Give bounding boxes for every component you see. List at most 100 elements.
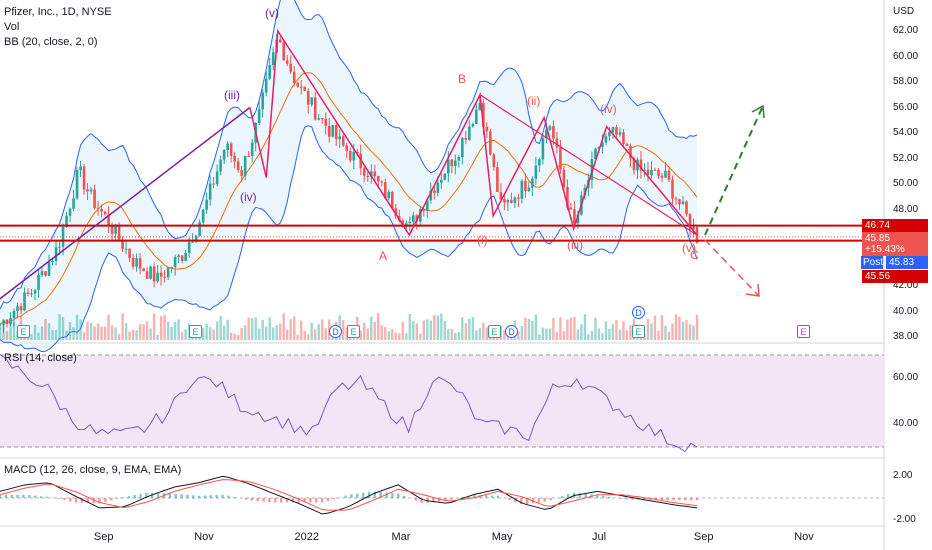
candle-body: [411, 215, 415, 222]
volume-bar: [293, 316, 296, 340]
volume-bar: [286, 329, 289, 340]
price-tick-label: 54.00: [893, 127, 919, 138]
volume-bar: [587, 334, 590, 340]
candle-body: [16, 306, 19, 311]
volume-bar: [128, 331, 131, 340]
macd-histogram-bar: [514, 498, 517, 503]
volume-bar: [576, 329, 580, 340]
candle-body: [489, 131, 492, 155]
volume-bar: [681, 321, 685, 340]
candle-body: [345, 145, 349, 151]
macd-histogram-bar: [443, 498, 447, 501]
candle-body: [93, 189, 96, 209]
candle-body: [419, 209, 422, 222]
volume-bar: [342, 320, 345, 340]
volume-bar: [394, 332, 397, 340]
candle-body: [100, 208, 103, 212]
volume-bar: [282, 313, 285, 340]
candle-body: [103, 211, 107, 215]
time-tick-label: Mar: [391, 531, 411, 543]
candle-body: [250, 142, 254, 157]
volume-bar: [422, 320, 426, 340]
volume-bar: [384, 327, 387, 340]
volume-bar: [236, 334, 240, 340]
volume-bar: [548, 328, 552, 340]
candle-body: [229, 143, 233, 156]
macd-histogram-bar: [473, 494, 476, 498]
candle-body: [177, 255, 180, 258]
macd-histogram-bar: [256, 498, 259, 501]
candle-body: [9, 318, 12, 324]
volume-bar: [517, 331, 520, 340]
earnings-icon: E: [347, 325, 360, 338]
macd-histogram-bar: [80, 498, 84, 503]
volume-bar: [240, 327, 243, 340]
volume-bar: [387, 331, 390, 340]
macd-histogram-bar: [420, 498, 423, 503]
macd-histogram-bar: [244, 498, 248, 500]
volume-bar: [485, 327, 489, 340]
candle-body: [131, 258, 135, 267]
macd-line: [0, 475, 698, 515]
candle-body: [415, 215, 419, 222]
candle-body: [380, 181, 384, 183]
macd-histogram-bar: [28, 495, 31, 498]
volume-bar: [695, 314, 699, 340]
candle-body: [44, 271, 47, 276]
volume-bar: [660, 315, 664, 340]
volume-bar: [173, 321, 177, 340]
volume-bar: [33, 324, 37, 340]
macd-histogram-bar: [233, 496, 236, 498]
candle-body: [198, 222, 201, 236]
macd-histogram-bar: [215, 495, 218, 498]
candle-body: [142, 268, 145, 272]
volume-bar: [594, 317, 597, 340]
candle-body: [12, 310, 16, 319]
macd-histogram-bar: [197, 495, 201, 498]
candle-body: [30, 293, 33, 295]
price-tick-label: 50.00: [893, 178, 919, 189]
candle-body: [233, 155, 236, 162]
candle-body: [499, 191, 503, 200]
candle-body: [156, 272, 159, 282]
macd-histogram-bar: [338, 497, 341, 498]
post-price-tag: 45.83: [886, 256, 928, 269]
candle-body: [285, 60, 289, 64]
volume-bar: [685, 319, 688, 340]
price-tick-label: 62.00: [893, 25, 919, 36]
volume-bar: [201, 328, 205, 340]
candle-body: [5, 319, 9, 324]
earnings-icon: E: [189, 325, 202, 338]
candle-body: [40, 271, 44, 275]
candle-body: [201, 209, 205, 223]
macd-signal-line: [0, 479, 698, 511]
candle-body: [124, 248, 128, 250]
candle-body: [355, 151, 359, 154]
candle-body: [138, 258, 142, 269]
volume-bar: [464, 323, 468, 340]
candle-body: [622, 132, 625, 144]
price-tick-label: 52.00: [893, 152, 919, 164]
macd-histogram-bar: [145, 493, 148, 498]
candle-body: [299, 86, 303, 88]
volume-bar: [359, 330, 362, 340]
bull-arrowhead: [751, 104, 765, 119]
price-tick-label: 60.00: [893, 50, 919, 62]
volume-bar: [370, 316, 373, 340]
candle-body: [121, 239, 124, 249]
volume-bar: [138, 324, 142, 340]
candle-body: [331, 125, 335, 137]
volume-bar: [257, 328, 261, 340]
macd-histogram-bar: [303, 498, 306, 503]
candle-body: [632, 158, 636, 171]
candle-body: [369, 171, 373, 177]
macd-histogram-bar: [168, 493, 172, 498]
candle-body: [559, 147, 562, 170]
macd-histogram-bar: [39, 496, 43, 498]
volume-bar: [573, 316, 576, 340]
candle-body: [594, 148, 597, 160]
candle-body: [660, 175, 664, 178]
volume-bar: [604, 321, 608, 340]
volume-bar: [149, 328, 152, 340]
